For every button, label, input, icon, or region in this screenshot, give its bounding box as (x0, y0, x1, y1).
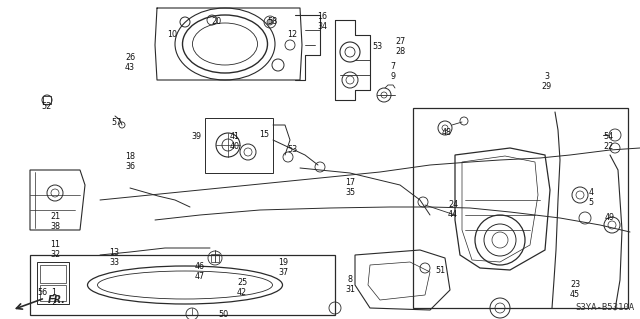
Text: 37: 37 (278, 268, 288, 277)
Text: FR.: FR. (48, 295, 66, 305)
Text: 54: 54 (603, 132, 613, 141)
Text: 58: 58 (267, 17, 277, 26)
Text: 3: 3 (545, 72, 550, 81)
Text: 33: 33 (109, 258, 119, 267)
Text: 41: 41 (230, 132, 240, 141)
Text: 23: 23 (570, 280, 580, 289)
Text: 19: 19 (278, 258, 288, 267)
Text: 53: 53 (287, 145, 297, 154)
Bar (211, 254, 219, 262)
Text: 47: 47 (195, 272, 205, 281)
Text: 10: 10 (167, 30, 177, 39)
Text: 40: 40 (230, 142, 240, 151)
Text: 15: 15 (259, 130, 269, 139)
Text: 51: 51 (435, 266, 445, 275)
Text: S3YA-B5310A: S3YA-B5310A (576, 303, 635, 312)
Circle shape (267, 19, 273, 25)
Bar (30, 255, 335, 315)
Text: 53: 53 (372, 42, 382, 51)
Bar (40, 265, 66, 283)
Bar (40, 285, 66, 301)
Text: 22: 22 (603, 142, 613, 151)
Text: 13: 13 (109, 248, 119, 257)
Bar (37, 262, 69, 304)
Text: 12: 12 (287, 30, 297, 39)
Text: 25: 25 (237, 278, 247, 287)
Text: 43: 43 (125, 63, 135, 72)
Text: 7: 7 (390, 62, 396, 71)
Bar (413, 108, 628, 308)
Text: 11: 11 (50, 240, 60, 249)
Text: 1: 1 (51, 288, 56, 297)
Text: 27: 27 (395, 37, 405, 46)
Text: 31: 31 (345, 285, 355, 294)
Text: 57: 57 (111, 118, 121, 127)
Text: 46: 46 (195, 262, 205, 271)
Text: 8: 8 (348, 275, 353, 284)
Text: 24: 24 (448, 200, 458, 209)
Text: 52: 52 (41, 102, 51, 111)
Text: 16: 16 (317, 12, 327, 21)
Text: 9: 9 (390, 72, 396, 81)
Text: 21: 21 (50, 212, 60, 221)
Text: 35: 35 (345, 188, 355, 197)
Text: 56: 56 (37, 288, 47, 297)
Text: 5: 5 (588, 198, 593, 207)
Text: 28: 28 (395, 47, 405, 56)
Text: 38: 38 (50, 222, 60, 231)
Bar (43, 96, 51, 104)
Text: 49: 49 (605, 213, 615, 222)
Text: 39: 39 (191, 132, 201, 141)
Text: 2: 2 (51, 298, 56, 307)
Text: 44: 44 (448, 210, 458, 219)
Text: 29: 29 (542, 82, 552, 91)
Text: 17: 17 (345, 178, 355, 187)
Text: 36: 36 (125, 162, 135, 171)
Text: 45: 45 (570, 290, 580, 299)
Text: 42: 42 (237, 288, 247, 297)
Text: 48: 48 (442, 128, 452, 137)
Text: 26: 26 (125, 53, 135, 62)
Text: 50: 50 (218, 310, 228, 319)
Text: 4: 4 (589, 188, 593, 197)
Text: 20: 20 (211, 17, 221, 26)
Text: 32: 32 (50, 250, 60, 259)
Text: 18: 18 (125, 152, 135, 161)
Text: 34: 34 (317, 22, 327, 31)
Bar (205, 118, 273, 173)
